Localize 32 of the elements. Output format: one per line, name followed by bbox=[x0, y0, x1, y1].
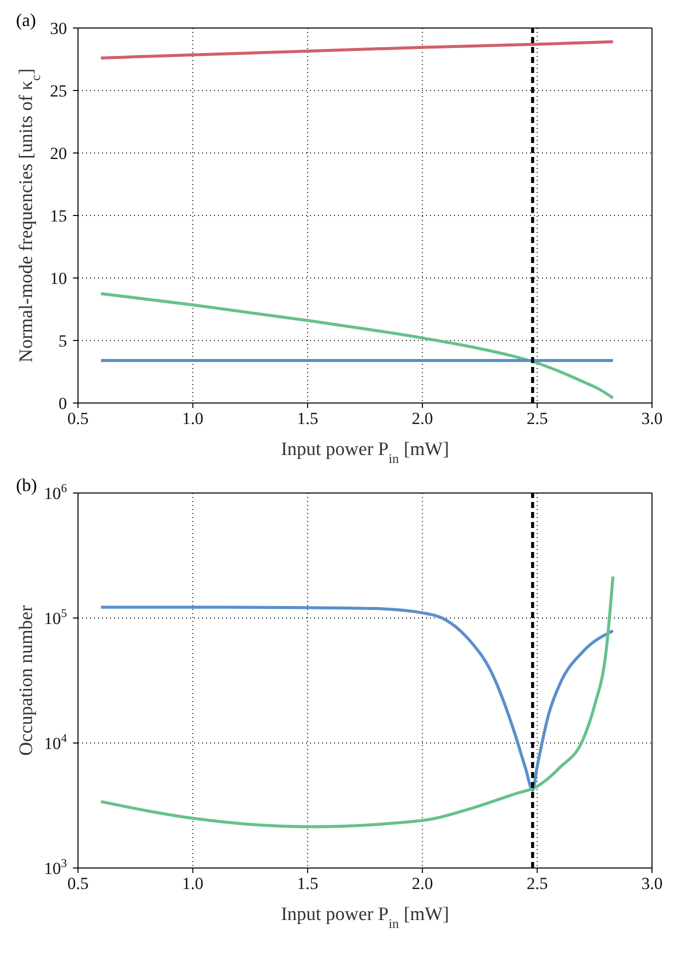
x-tick-label: 0.5 bbox=[67, 409, 89, 428]
x-tick-label: 2.5 bbox=[526, 874, 548, 893]
x-tick-label: 2.5 bbox=[526, 409, 548, 428]
line-series bbox=[99, 292, 614, 400]
chart-title: (b) bbox=[16, 475, 37, 496]
y-tick-label: 10$^{5}$ bbox=[44, 606, 68, 628]
y-tick-label: 5 bbox=[58, 332, 67, 350]
y-tick-label: 20 bbox=[50, 144, 67, 163]
x-tick-label: 1.0 bbox=[182, 409, 204, 428]
x-tick-label: 0.5 bbox=[67, 874, 89, 893]
x-axis-title: Input power P$_{in}$ [mW] bbox=[280, 439, 450, 466]
x-tick-label: 1.5 bbox=[296, 874, 318, 893]
y-tick-label: 10$^{4}$ bbox=[44, 731, 68, 753]
y-axis-title: Occupation number bbox=[16, 604, 37, 756]
x-tick-label: 3.0 bbox=[641, 409, 663, 428]
x-tick-label: 1.0 bbox=[182, 874, 204, 893]
chart-title: (a) bbox=[16, 10, 36, 31]
y-tick-label: 10 bbox=[50, 269, 67, 288]
y-tick-label: 25 bbox=[50, 82, 67, 100]
y-tick-label: 0 bbox=[58, 394, 67, 413]
x-tick-label: 3.0 bbox=[641, 874, 663, 893]
x-tick-label: 2.0 bbox=[412, 409, 434, 428]
x-tick-label: 1.5 bbox=[296, 409, 318, 428]
line-series bbox=[99, 574, 614, 828]
y-tick-label: 15 bbox=[50, 206, 67, 226]
y-tick-label: 10$^{6}$ bbox=[44, 481, 68, 503]
line-series bbox=[99, 40, 614, 60]
line-series bbox=[99, 606, 614, 792]
x-tick-label: 2.0 bbox=[412, 874, 434, 893]
y-tick-label: 30 bbox=[50, 19, 67, 38]
y-tick-label: 10$^{3}$ bbox=[44, 856, 68, 878]
x-axis-title: Input power P$_{in}$ [mW] bbox=[280, 904, 450, 930]
